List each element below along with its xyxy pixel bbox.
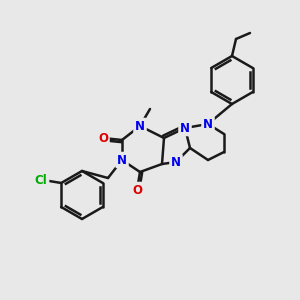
Text: N: N [203,118,213,130]
Text: N: N [180,122,190,134]
Text: O: O [132,184,142,196]
Text: N: N [171,155,181,169]
Text: O: O [98,131,108,145]
Text: N: N [135,119,145,133]
Text: Cl: Cl [35,175,48,188]
Text: N: N [117,154,127,166]
